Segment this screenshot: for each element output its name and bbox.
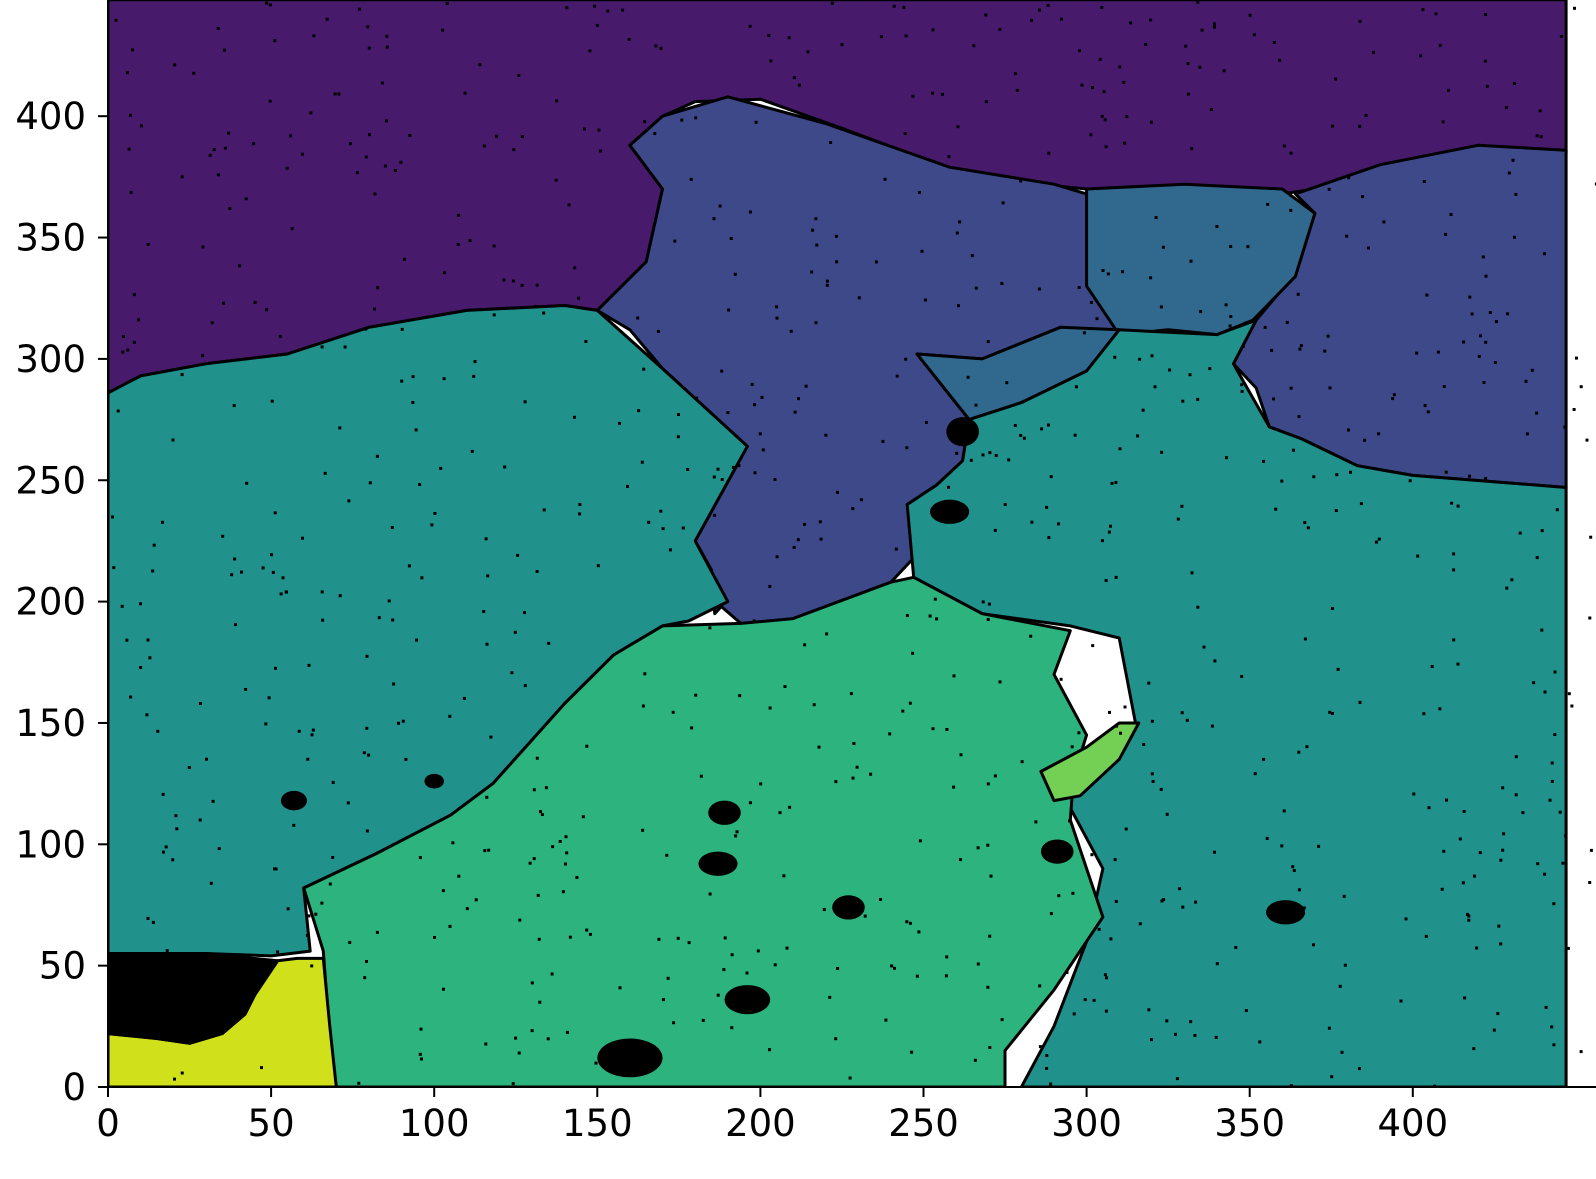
y-tick-label: 0: [62, 1066, 86, 1109]
hole-7: [1040, 839, 1074, 864]
y-tick-label: 200: [15, 581, 86, 624]
x-tick-label: 0: [96, 1102, 120, 1145]
axes: 0 50 100 150 200 250 300 350 400 0 50 100 150 200 250 3…: [15, 0, 1596, 1145]
speckle-noise: [111, 0, 1596, 1087]
y-tick-label: 350: [15, 217, 86, 260]
y-tick-label: 100: [15, 823, 86, 866]
x-tick-label: 50: [248, 1102, 295, 1145]
hole-1: [424, 773, 444, 789]
y-tick-label: 400: [15, 95, 86, 138]
hole-0: [280, 790, 307, 811]
hole-6: [946, 417, 979, 447]
hole-10: [724, 985, 771, 1015]
hole-4: [708, 800, 741, 825]
region-hole-bottom-left: [108, 952, 280, 1045]
hole-8: [1266, 900, 1306, 925]
y-tick-label: 50: [39, 945, 86, 988]
x-tick-label: 100: [399, 1102, 470, 1145]
hole-9: [597, 1038, 663, 1078]
x-tick-label: 200: [725, 1102, 796, 1145]
plot-area: [108, 0, 1596, 1087]
x-tick-label: 250: [888, 1102, 959, 1145]
region-grain-small-lightgreen: [1039, 721, 1141, 803]
y-tick-label: 300: [15, 338, 86, 381]
hole-3: [832, 895, 865, 920]
region-grain-left-teal: [108, 304, 749, 958]
y-tick-label: 250: [15, 459, 86, 502]
x-tick-label: 150: [562, 1102, 633, 1145]
x-tick-label: 400: [1377, 1102, 1448, 1145]
hole-2: [698, 851, 738, 876]
hole-5: [930, 499, 970, 524]
y-tick-label: 150: [15, 702, 86, 745]
x-tick-label: 350: [1214, 1102, 1285, 1145]
x-tick-label: 300: [1051, 1102, 1122, 1145]
region-grain-bottom-green: [302, 575, 1105, 1087]
